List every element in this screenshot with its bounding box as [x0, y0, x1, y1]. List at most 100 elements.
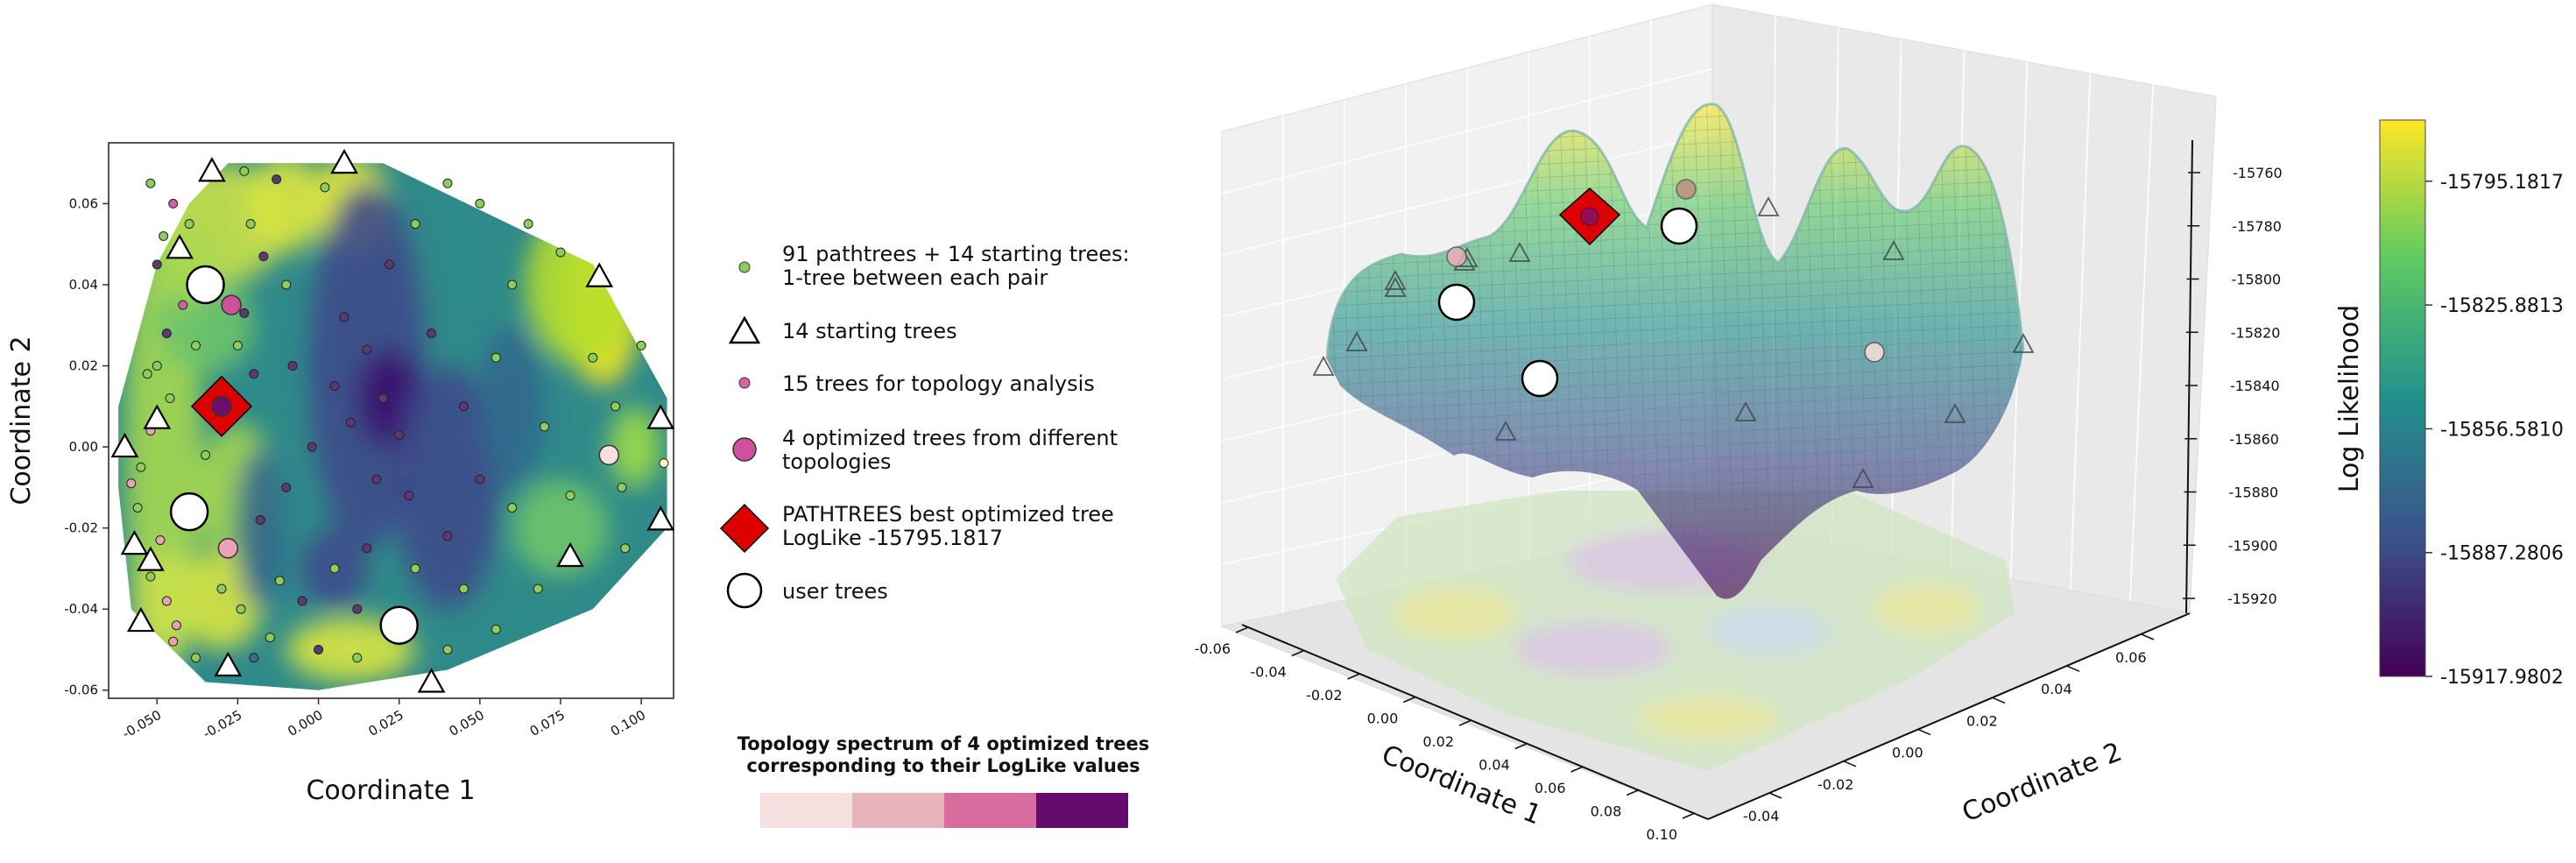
starting-tree-marker: [126, 606, 155, 633]
legend-line: 1-tree between each pair: [782, 265, 1048, 290]
pathtree-point: [307, 442, 317, 452]
mesh-line: [1327, 376, 2023, 413]
spectrum-cell: [852, 793, 944, 828]
y-tick-label: 0.06: [69, 195, 98, 211]
plot-frame: [108, 142, 674, 699]
contour-blob: [234, 447, 286, 610]
pathtree-point: [239, 308, 250, 318]
pathtree-point: [239, 166, 250, 176]
optimized-tree-point: [1864, 342, 1885, 363]
pathtree-point: [184, 219, 194, 230]
starting-tree-marker: [166, 234, 194, 259]
pathtree-point: [168, 198, 179, 209]
floor-blobs: [1393, 530, 1980, 740]
mesh-line: [1693, 103, 1712, 599]
mesh-line: [1327, 231, 2023, 268]
pathtree-point: [352, 653, 363, 663]
optimized-tree-points: [211, 294, 620, 559]
triangle-icon: [1384, 277, 1407, 297]
contour-blob: [512, 479, 610, 577]
floor-contour: [1336, 491, 2015, 771]
starting-tree-marker: [646, 404, 675, 429]
pathtree-point: [371, 474, 382, 485]
user-tree-point: [1521, 359, 1559, 398]
x-tick-label: 0.10: [1646, 826, 1677, 843]
y-axis-label: Coordinate 2: [1958, 737, 2126, 829]
z-tick-label: -15780: [2232, 218, 2282, 235]
optimized-tree-point: [211, 396, 232, 417]
pathtree-point: [249, 653, 259, 663]
y-tick-label: 0.04: [69, 277, 98, 293]
triangle-icon: [1494, 421, 1517, 441]
pathtree-point: [339, 312, 349, 322]
z-axis-label: Log Likelihood: [2334, 305, 2365, 492]
pathtree-point: [297, 596, 307, 606]
contour-blob: [396, 365, 499, 610]
x-tick-label: 0.08: [1591, 803, 1622, 820]
colorbar-ticks: -15795.1817 -15825.8813 -15856.5810 -15887.…: [2425, 172, 2564, 689]
pathtree-point: [617, 482, 627, 492]
contour-plot: -0.050 -0.025 0.000 0.025 0.050 0.075 0.100 -0.…: [6, 142, 675, 806]
pathtree-point: [620, 543, 631, 554]
z-tick-label: -15900: [2228, 537, 2278, 554]
y-tick: [2066, 665, 2080, 672]
x-tick: [1402, 696, 1416, 704]
pathtree-point: [245, 219, 256, 230]
spectrum-title-line: Topology spectrum of 4 optimized trees: [738, 733, 1150, 754]
legend-label: 91 pathtrees + 14 starting trees: 1-tree …: [782, 242, 1130, 290]
y-tick-label: 0.02: [1966, 712, 1998, 729]
z-tick-label: -15800: [2232, 272, 2282, 288]
mesh-line: [1705, 103, 1725, 599]
pathtree-point: [636, 340, 646, 350]
pathtree-point: [191, 653, 201, 663]
z-tick-label: -15860: [2229, 431, 2279, 448]
contour-blob: [479, 325, 545, 488]
y-tick-label: 0.02: [69, 358, 98, 374]
y-tick-label: -0.04: [1743, 808, 1779, 824]
pathtree-point: [533, 584, 543, 594]
pathtree-point: [168, 636, 179, 647]
pathtree-point: [475, 198, 485, 209]
legend-label: 14 starting trees: [782, 319, 957, 343]
x-tick-label: 0.050: [447, 707, 487, 739]
mesh-line: [1327, 363, 2023, 400]
y-tick: [2141, 633, 2155, 640]
x-tick-label: -0.025: [201, 707, 245, 742]
mesh-line: [1681, 103, 1700, 599]
starting-tree-marker: [585, 262, 614, 287]
colorbar-tick-label: -15795.1817: [2440, 172, 2564, 194]
pathtree-point: [161, 329, 172, 339]
starting-tree-marker: [198, 157, 226, 182]
x-tick-label: 0.100: [608, 707, 648, 739]
x-tick-label: 0.04: [1479, 757, 1510, 774]
triangle-icon: [2012, 333, 2035, 353]
pathtree-point: [281, 279, 292, 290]
pathtree-point: [265, 633, 275, 643]
pathtree-point: [490, 624, 501, 634]
starting-tree-marker: [143, 404, 172, 429]
x-tick-label: -0.04: [1250, 664, 1286, 681]
legend-item-optimized-trees: 4 optimized trees from different topologi…: [732, 426, 1118, 474]
pathtree-point: [610, 401, 621, 412]
contour-blob: [247, 163, 325, 252]
pathtree-point: [145, 571, 156, 582]
mesh-line: [1327, 389, 2023, 426]
pathtree-point: [161, 596, 172, 606]
starting-tree-marker: [646, 506, 675, 531]
pathtree-point: [458, 584, 469, 594]
colorbar: -15795.1817 -15825.8813 -15856.5810 -15887.…: [2379, 119, 2564, 689]
x-axis-label: Coordinate 1: [306, 775, 475, 806]
mesh-line: [1718, 103, 1737, 599]
contour-blob: [609, 406, 661, 488]
legend-label: PATHTREES best optimized tree LogLike -15…: [782, 502, 1114, 550]
x-tick-label: 0.025: [366, 707, 406, 739]
x-tick: [1291, 649, 1305, 657]
x-tick: [1682, 812, 1696, 819]
mesh-line: [1327, 284, 2023, 321]
x-tick: [1347, 673, 1360, 680]
topology-spectrum: Topology spectrum of 4 optimized trees co…: [738, 733, 1150, 828]
pathtree-point: [490, 352, 501, 363]
user-tree-point: [169, 492, 209, 532]
pathtree-point: [314, 644, 324, 654]
